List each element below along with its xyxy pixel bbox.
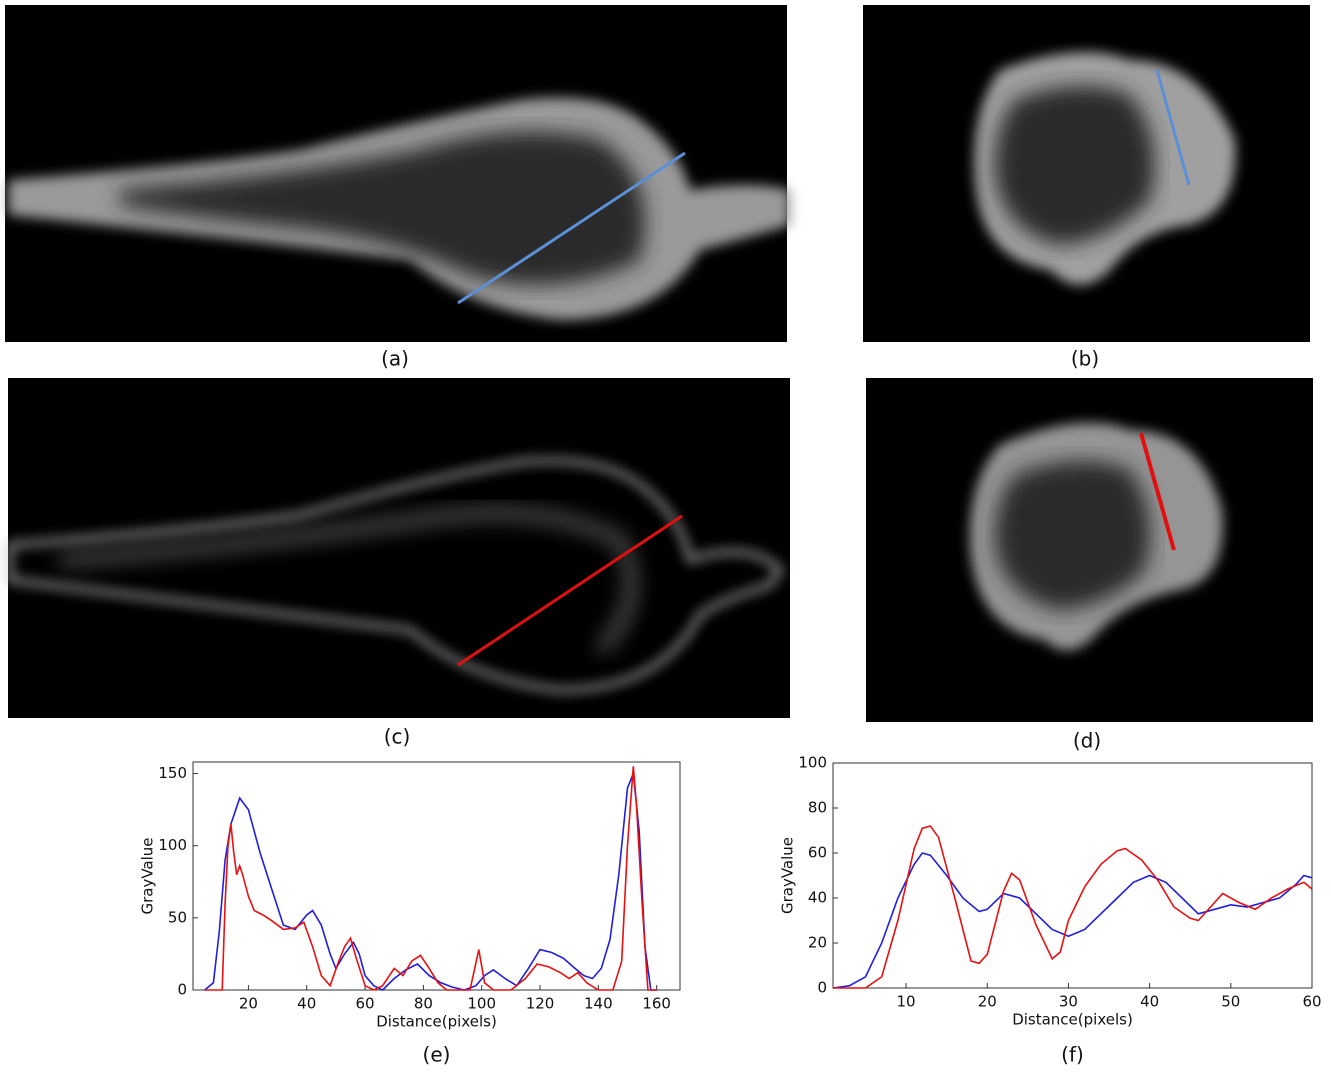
panel-label: (d) [1073, 729, 1101, 753]
x-tick-label: 40 [297, 995, 316, 1013]
x-tick-label: 10 [897, 993, 916, 1011]
y-tick-label: 40 [808, 889, 827, 907]
x-tick-label: 140 [584, 995, 613, 1013]
x-tick-label: 80 [414, 995, 433, 1013]
image-a [5, 5, 790, 342]
x-tick-label: 120 [526, 995, 555, 1013]
y-tick-label: 50 [168, 908, 187, 926]
y-tick-label: 100 [798, 754, 827, 772]
image-b [863, 5, 1310, 342]
series-line [204, 766, 657, 991]
panel-label: (f) [1061, 1043, 1084, 1067]
series-line [204, 773, 657, 991]
x-tick-label: 60 [356, 995, 375, 1013]
image-d [866, 378, 1313, 722]
x-axis-label: Distance(pixels) [1012, 1011, 1133, 1029]
y-tick-label: 80 [808, 799, 827, 817]
image-c [7, 378, 790, 718]
y-axis-label: GrayValue [139, 837, 157, 914]
panel-label: (a) [381, 347, 409, 371]
y-tick-label: 20 [808, 934, 827, 952]
x-tick-label: 100 [467, 995, 496, 1013]
series-line [833, 825, 1313, 989]
y-tick-label: 0 [817, 979, 827, 997]
x-tick-label: 40 [1140, 993, 1159, 1011]
x-tick-label: 20 [239, 995, 258, 1013]
x-tick-label: 20 [978, 993, 997, 1011]
plot-area [832, 762, 1313, 989]
y-tick-label: 100 [158, 836, 187, 854]
x-axis-label: Distance(pixels) [376, 1013, 497, 1031]
panel-label: (b) [1071, 347, 1099, 371]
series-line [832, 852, 1313, 989]
x-tick-label: 50 [1221, 993, 1240, 1011]
panel-label: (c) [384, 725, 411, 749]
y-tick-label: 60 [808, 844, 827, 862]
y-tick-label: 0 [177, 981, 187, 999]
x-tick-label: 160 [642, 995, 671, 1013]
x-tick-label: 60 [1302, 993, 1321, 1011]
y-tick-label: 150 [158, 764, 187, 782]
panel-label: (e) [423, 1043, 451, 1067]
y-axis-label: GrayValue [779, 837, 797, 914]
plot-area [192, 761, 681, 991]
x-tick-label: 30 [1059, 993, 1078, 1011]
